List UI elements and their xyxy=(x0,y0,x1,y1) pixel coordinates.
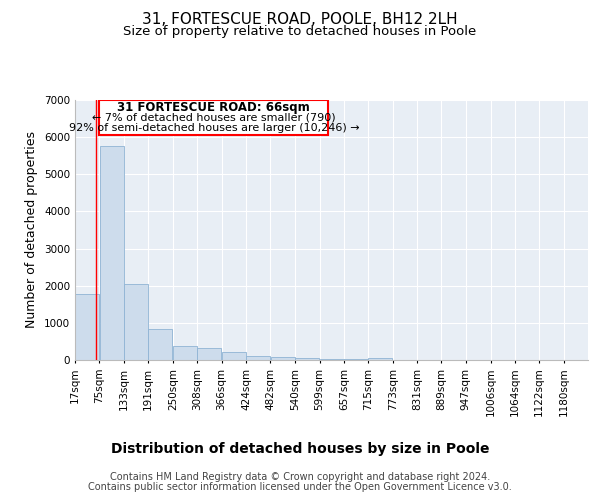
Y-axis label: Number of detached properties: Number of detached properties xyxy=(25,132,38,328)
Text: ← 7% of detached houses are smaller (790): ← 7% of detached houses are smaller (790… xyxy=(92,112,335,122)
Bar xyxy=(148,329,172,360)
Bar xyxy=(246,356,270,360)
Text: Size of property relative to detached houses in Poole: Size of property relative to detached ho… xyxy=(124,25,476,38)
Bar xyxy=(271,356,295,360)
Bar xyxy=(75,294,99,360)
Text: 31 FORTESCUE ROAD: 66sqm: 31 FORTESCUE ROAD: 66sqm xyxy=(118,102,310,114)
Text: Contains HM Land Registry data © Crown copyright and database right 2024.: Contains HM Land Registry data © Crown c… xyxy=(110,472,490,482)
FancyBboxPatch shape xyxy=(100,100,328,136)
Text: 31, FORTESCUE ROAD, POOLE, BH12 2LH: 31, FORTESCUE ROAD, POOLE, BH12 2LH xyxy=(142,12,458,28)
Bar xyxy=(344,359,368,360)
Bar xyxy=(100,146,124,360)
Bar xyxy=(222,352,246,360)
Text: Contains public sector information licensed under the Open Government Licence v3: Contains public sector information licen… xyxy=(88,482,512,492)
Text: 92% of semi-detached houses are larger (10,246) →: 92% of semi-detached houses are larger (… xyxy=(68,122,359,132)
Bar xyxy=(368,358,392,360)
Bar xyxy=(173,346,197,360)
Bar xyxy=(320,358,344,360)
Bar xyxy=(295,358,319,360)
Bar xyxy=(124,284,148,360)
Text: Distribution of detached houses by size in Poole: Distribution of detached houses by size … xyxy=(111,442,489,456)
Bar xyxy=(197,348,221,360)
